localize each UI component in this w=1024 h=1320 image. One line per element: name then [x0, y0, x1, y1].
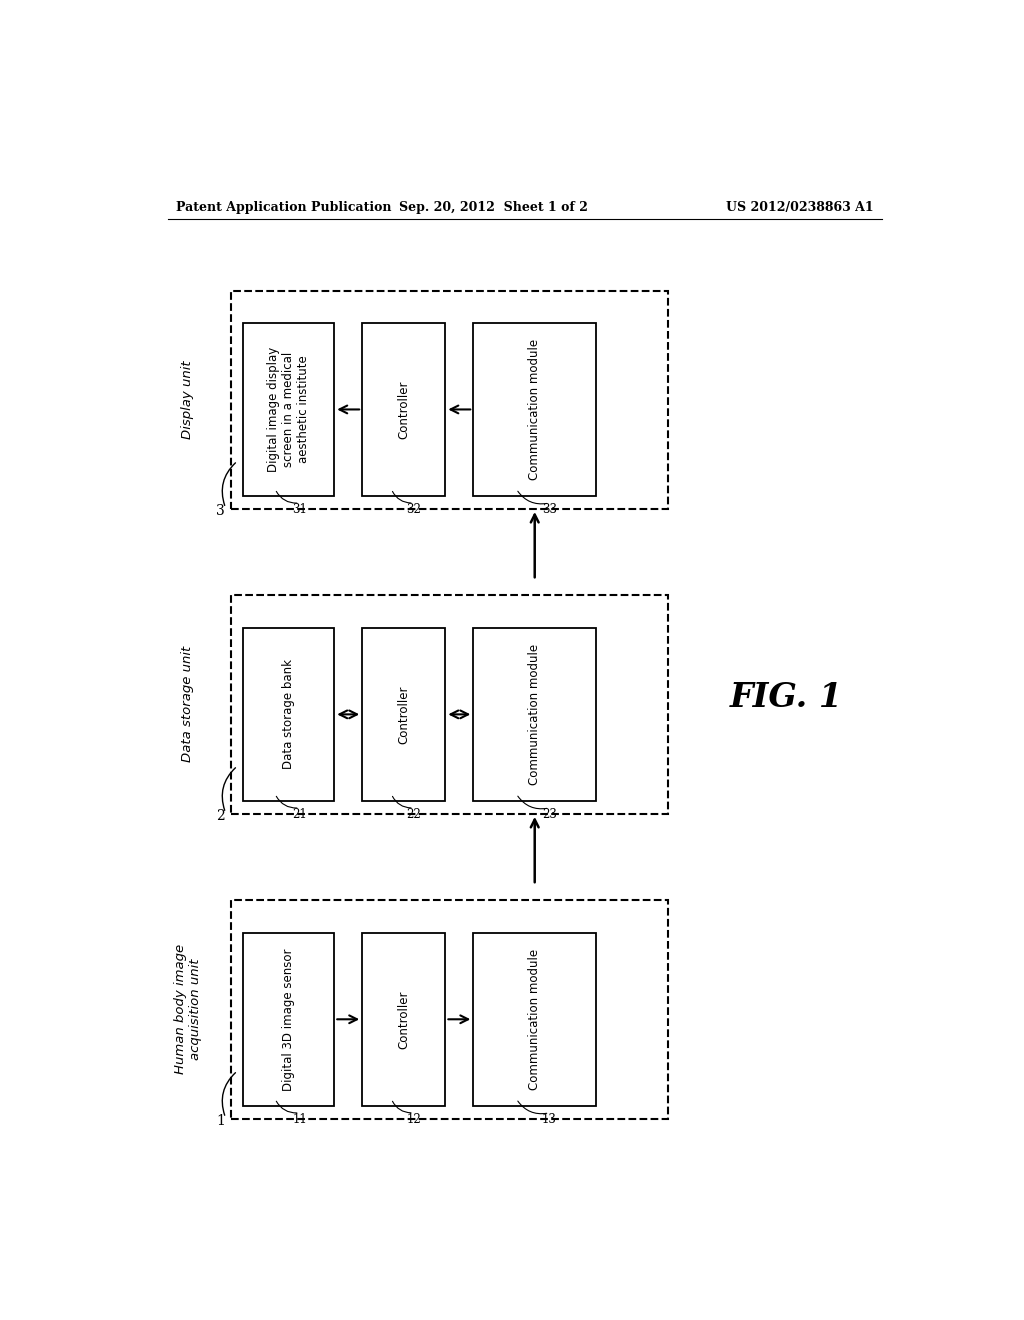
Bar	[473, 933, 596, 1106]
Text: 3: 3	[216, 504, 225, 517]
Text: FIG. 1: FIG. 1	[730, 681, 843, 714]
Text: Data storage unit: Data storage unit	[181, 645, 194, 763]
Text: Communication module: Communication module	[528, 644, 542, 785]
Bar	[231, 900, 668, 1119]
Bar	[243, 323, 334, 496]
Text: Human body image
acquisition unit: Human body image acquisition unit	[173, 944, 202, 1074]
Text: 11: 11	[292, 1113, 307, 1126]
Text: 21: 21	[292, 808, 307, 821]
Text: 2: 2	[216, 809, 225, 822]
Text: 12: 12	[407, 1113, 421, 1126]
Text: Controller: Controller	[397, 685, 411, 743]
Text: Patent Application Publication: Patent Application Publication	[176, 201, 391, 214]
Text: Data storage bank: Data storage bank	[283, 660, 295, 770]
Text: 32: 32	[407, 503, 421, 516]
Text: 22: 22	[407, 808, 421, 821]
Text: Communication module: Communication module	[528, 339, 542, 480]
Bar	[243, 933, 334, 1106]
Text: Controller: Controller	[397, 990, 411, 1048]
Bar	[231, 595, 668, 814]
Bar	[362, 933, 445, 1106]
Bar	[362, 628, 445, 801]
Text: US 2012/0238863 A1: US 2012/0238863 A1	[726, 201, 873, 214]
Text: Digital image display
screen in a medical
aesthetic institute: Digital image display screen in a medica…	[267, 347, 310, 473]
Bar	[243, 628, 334, 801]
Text: 1: 1	[216, 1114, 225, 1127]
Bar	[362, 323, 445, 496]
Text: 23: 23	[542, 808, 557, 821]
Text: Display unit: Display unit	[181, 360, 194, 438]
Bar	[231, 290, 668, 510]
Bar	[473, 628, 596, 801]
Text: 13: 13	[542, 1113, 557, 1126]
Text: Controller: Controller	[397, 380, 411, 438]
Text: Communication module: Communication module	[528, 949, 542, 1090]
Bar	[473, 323, 596, 496]
Text: Sep. 20, 2012  Sheet 1 of 2: Sep. 20, 2012 Sheet 1 of 2	[398, 201, 588, 214]
Text: 33: 33	[542, 503, 557, 516]
Text: 31: 31	[292, 503, 307, 516]
Text: Digital 3D image sensor: Digital 3D image sensor	[283, 948, 295, 1090]
